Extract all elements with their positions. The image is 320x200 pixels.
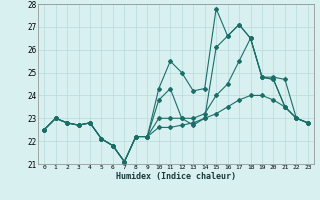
X-axis label: Humidex (Indice chaleur): Humidex (Indice chaleur) [116, 172, 236, 181]
